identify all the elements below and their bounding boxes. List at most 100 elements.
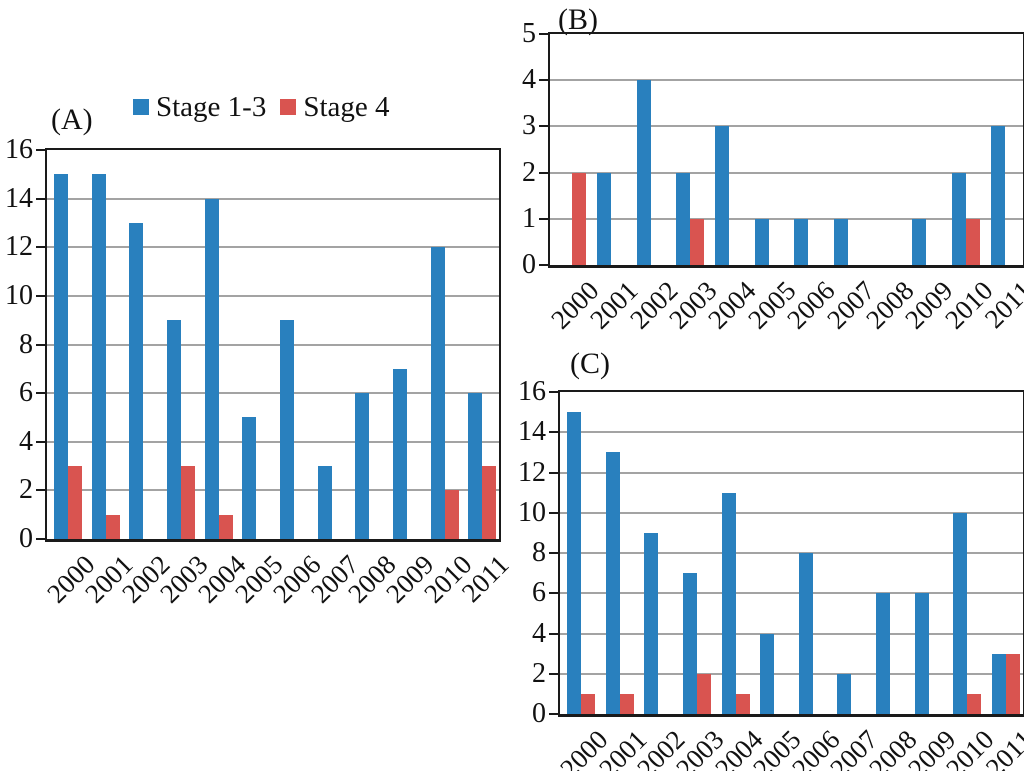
y-tick-label-0: 0 [522,249,536,280]
y-tick-8 [549,552,560,554]
bar-stage-1-3-2005 [242,417,257,539]
bar-stage-1-3-2004 [721,492,736,714]
y-tick-10 [36,294,47,297]
panel-label-b: (B) [558,3,598,36]
y-tick-label-6: 6 [532,577,546,609]
y-tick-label-14: 14 [5,182,33,214]
bar-stage-1-3-2007 [833,218,848,265]
gridline-10 [560,511,1023,514]
bar-stage-4-2000 [67,466,82,539]
bar-stage-1-3-2000 [53,174,68,539]
y-tick-4 [549,632,560,635]
y-tick-1 [539,217,550,220]
bar-stage-1-3-2000 [567,412,582,714]
bar-stage-1-3-2006 [279,320,294,539]
y-tick-16 [36,149,47,151]
bar-stage-4-2000 [581,693,596,714]
legend-item-stage-4: Stage 4 [280,91,390,123]
y-tick-2 [549,672,560,675]
bar-stage-4-2011 [1005,653,1020,714]
bar-stage-4-2010 [444,490,459,539]
y-tick-label-4: 4 [19,425,33,457]
y-tick-label-16: 16 [518,376,546,407]
y-tick-label-4: 4 [522,64,536,96]
y-tick-8 [36,343,47,346]
gridline-12 [47,246,499,249]
bar-stage-4-2003 [689,218,704,265]
y-tick-2 [36,489,47,492]
bar-stage-1-3-2009 [912,218,927,265]
y-tick-label-4: 4 [532,617,546,649]
gridline-2 [560,672,1023,675]
y-tick-4 [539,79,550,82]
y-tick-6 [36,392,47,395]
gridline-4 [560,632,1023,635]
bar-stage-1-3-2010 [951,172,966,265]
bar-stage-1-3-2001 [597,172,612,265]
y-tick-label-16: 16 [5,134,33,165]
y-tick-6 [549,592,560,595]
bar-stage-4-2001 [619,693,634,714]
bar-stage-1-3-2005 [754,218,769,265]
y-tick-label-6: 6 [19,377,33,409]
gridline-6 [47,392,499,395]
y-tick-14 [36,197,47,200]
bar-stage-1-3-2006 [794,218,809,265]
bar-stage-4-2004 [735,693,750,714]
bar-stage-1-3-2003 [675,172,690,265]
gridline-2 [550,171,1023,174]
y-tick-4 [36,440,47,443]
bar-stage-1-3-2004 [204,198,219,539]
bar-stage-1-3-2005 [760,633,775,714]
gridline-8 [560,552,1023,554]
bar-stage-4-2003 [180,466,195,539]
bar-stage-1-3-2011 [468,393,483,539]
bar-stage-1-3-2010 [953,512,968,714]
bar-stage-1-3-2002 [129,222,144,539]
legend-label-stage-1-3: Stage 1-3 [156,91,267,123]
bar-stage-4-2001 [105,514,120,539]
panel-label-a: (A) [51,103,93,136]
legend-label-stage-4: Stage 4 [303,91,390,123]
bar-stage-1-3-2009 [392,368,407,539]
y-tick-label-8: 8 [19,328,33,360]
y-tick-0 [539,264,550,266]
y-tick-label-12: 12 [5,231,33,263]
y-tick-label-1: 1 [522,202,536,234]
y-tick-12 [549,471,560,474]
bar-stage-4-2003 [697,673,712,714]
y-tick-12 [36,246,47,249]
bar-stage-1-3-2001 [91,174,106,539]
bar-stage-1-3-2001 [605,452,620,714]
gridline-3 [550,125,1023,128]
gridline-6 [560,592,1023,595]
y-tick-label-5: 5 [522,18,536,49]
gridline-8 [47,343,499,346]
y-tick-label-2: 2 [532,657,546,689]
legend: Stage 1-3 Stage 4 [133,92,390,122]
chart-c-plot-area: 0 2 4 6 8 10 12 14 16 2000 2001 2002 2003 2004 2005 200… [518,376,1024,771]
y-tick-0 [36,538,47,540]
bar-stage-1-3-2006 [798,553,813,714]
y-tick-5 [539,33,550,35]
y-tick-14 [549,431,560,434]
bar-stage-1-3-2011 [991,653,1006,714]
bar-stage-1-3-2002 [644,532,659,714]
legend-item-stage-1-3: Stage 1-3 [133,92,266,122]
y-tick-label-0: 0 [19,523,33,554]
y-tick-label-3: 3 [522,110,536,142]
y-tick-label-12: 12 [518,456,546,488]
legend-swatch-stage-1-3 [133,99,149,115]
bar-stage-1-3-2011 [991,126,1006,265]
legend-swatch-stage-4 [280,99,297,115]
panel-label-c: (C) [570,347,610,380]
y-tick-label-8: 8 [532,537,546,568]
bar-stage-4-2000 [571,172,586,265]
gridline-4 [550,79,1023,82]
bar-stage-4-2010 [967,693,982,714]
bar-stage-4-2011 [482,466,497,539]
y-tick-label-0: 0 [532,698,546,729]
bar-stage-4-2004 [218,514,233,539]
bar-stage-1-3-2003 [166,320,181,539]
